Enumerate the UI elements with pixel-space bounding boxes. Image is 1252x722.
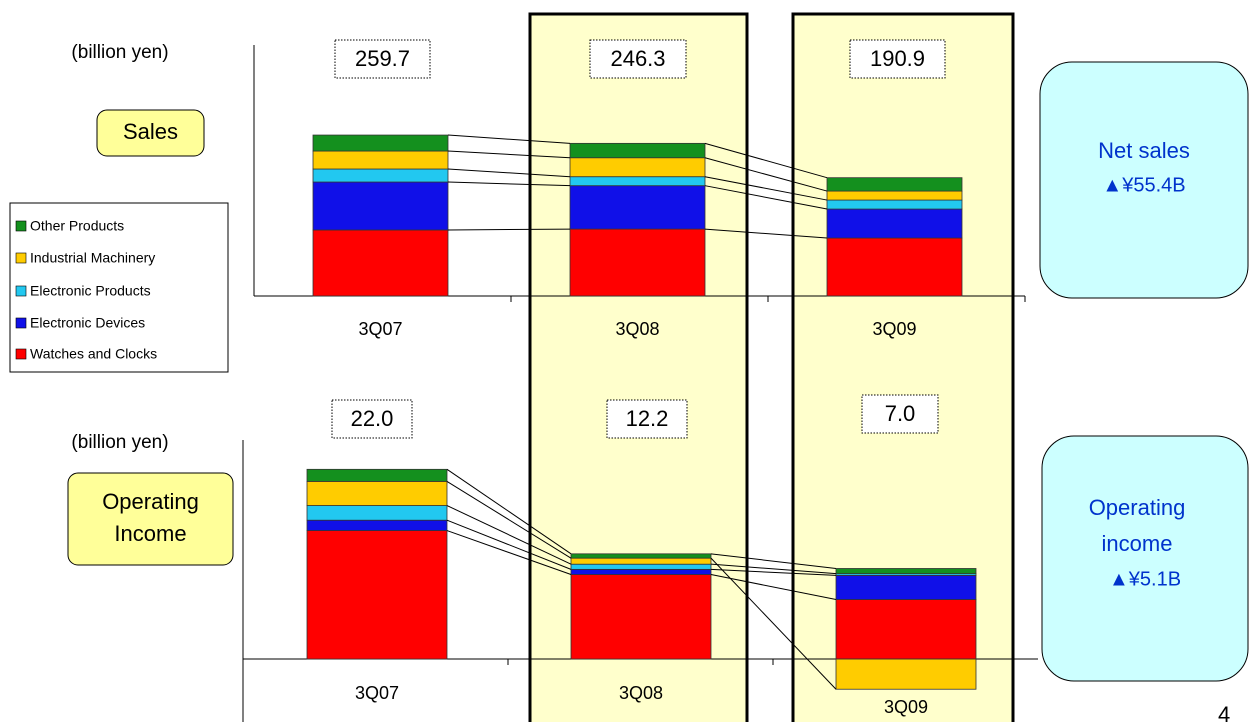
bar-segment (306, 480, 448, 506)
legend-label: Electronic Devices (30, 315, 145, 331)
connector-line (704, 157, 828, 192)
bar-segment (306, 468, 448, 482)
connector-line (710, 563, 837, 575)
bar-segment (835, 599, 977, 660)
total-box (331, 399, 413, 439)
bar-segment (306, 505, 448, 521)
bar-segment (569, 185, 706, 230)
x-tick-label: 3Q08 (615, 319, 659, 339)
x-tick-label: 3Q08 (619, 683, 663, 703)
bar-segment (570, 563, 712, 570)
legend-swatch (15, 317, 27, 329)
total-label: 259.7 (355, 46, 410, 71)
connector-line (446, 480, 572, 559)
axis-label: (billion yen) (71, 42, 168, 63)
connector-line (447, 181, 571, 187)
bar-segment (569, 176, 706, 187)
connector-line (710, 568, 837, 576)
badge-text: Sales (123, 119, 178, 144)
connector-line (447, 150, 571, 159)
connector-line (446, 468, 572, 555)
bar-segment (826, 237, 963, 297)
x-tick-label: 3Q09 (872, 319, 916, 339)
bar-segment (312, 150, 449, 170)
bar-segment (312, 134, 449, 152)
bar-segment (835, 658, 977, 690)
total-box (861, 394, 939, 434)
axis-label: (billion yen) (71, 432, 168, 453)
connector-line (710, 574, 837, 601)
legend-label: Other Products (30, 218, 124, 234)
legend-swatch (15, 252, 27, 264)
note-change: ▲¥5.1B (1109, 568, 1181, 590)
legend-label: Electronic Products (30, 283, 151, 299)
connector-line (710, 557, 837, 690)
total-box (334, 39, 431, 79)
bar-segment (569, 142, 706, 159)
page-number: 4 (1218, 702, 1230, 722)
note-title: Operating income (1089, 495, 1186, 556)
note-change: ▲¥55.4B (1102, 174, 1185, 196)
bar-segment (312, 229, 449, 297)
bar-segment (312, 168, 449, 183)
bar-segment (826, 199, 963, 210)
bar-segment (835, 574, 977, 600)
legend-label: Watches and Clocks (30, 346, 157, 362)
legend-swatch (15, 285, 27, 297)
badge-box (96, 109, 205, 157)
bar-segment (570, 574, 712, 660)
bar-segment (826, 177, 963, 192)
badge-box (67, 472, 234, 566)
bar-segment (826, 208, 963, 239)
legend-box (9, 202, 229, 373)
total-label: 12.2 (626, 406, 669, 431)
x-tick-label: 3Q07 (355, 683, 399, 703)
legend-swatch (15, 220, 27, 232)
connector-line (446, 505, 572, 565)
bar-segment (312, 181, 449, 231)
bar-segment (570, 557, 712, 565)
badge-text: Operating Income (102, 489, 199, 546)
total-box (606, 399, 688, 439)
bar-segment (306, 519, 448, 531)
connector-line (704, 185, 828, 210)
connector-line (447, 134, 571, 144)
total-label: 22.0 (351, 406, 394, 431)
connector-line (446, 519, 572, 570)
note-title: Net sales (1098, 138, 1190, 163)
note-box (1039, 61, 1249, 299)
bar-segment (570, 568, 712, 575)
legend-swatch (15, 348, 27, 360)
total-label: 190.9 (870, 46, 925, 71)
connector-line (447, 168, 571, 178)
connector-line (446, 530, 572, 576)
connector-line (710, 553, 837, 569)
connector-line (704, 176, 828, 201)
x-tick-label: 3Q07 (358, 319, 402, 339)
bar-segment (569, 228, 706, 297)
bar-segment (569, 157, 706, 178)
total-label: 246.3 (610, 46, 665, 71)
x-tick-label: 3Q09 (884, 697, 928, 717)
bar-segment (826, 190, 963, 201)
connector-line (447, 228, 571, 231)
bar-segment (306, 530, 448, 660)
bar-segment (835, 568, 977, 575)
total-box (589, 39, 687, 79)
note-box (1041, 435, 1249, 682)
total-box (849, 39, 946, 79)
total-label: 7.0 (885, 401, 916, 426)
connector-line (704, 228, 828, 239)
connector-line (704, 142, 828, 179)
bar-segment (570, 553, 712, 559)
legend-label: Industrial Machinery (30, 250, 155, 266)
